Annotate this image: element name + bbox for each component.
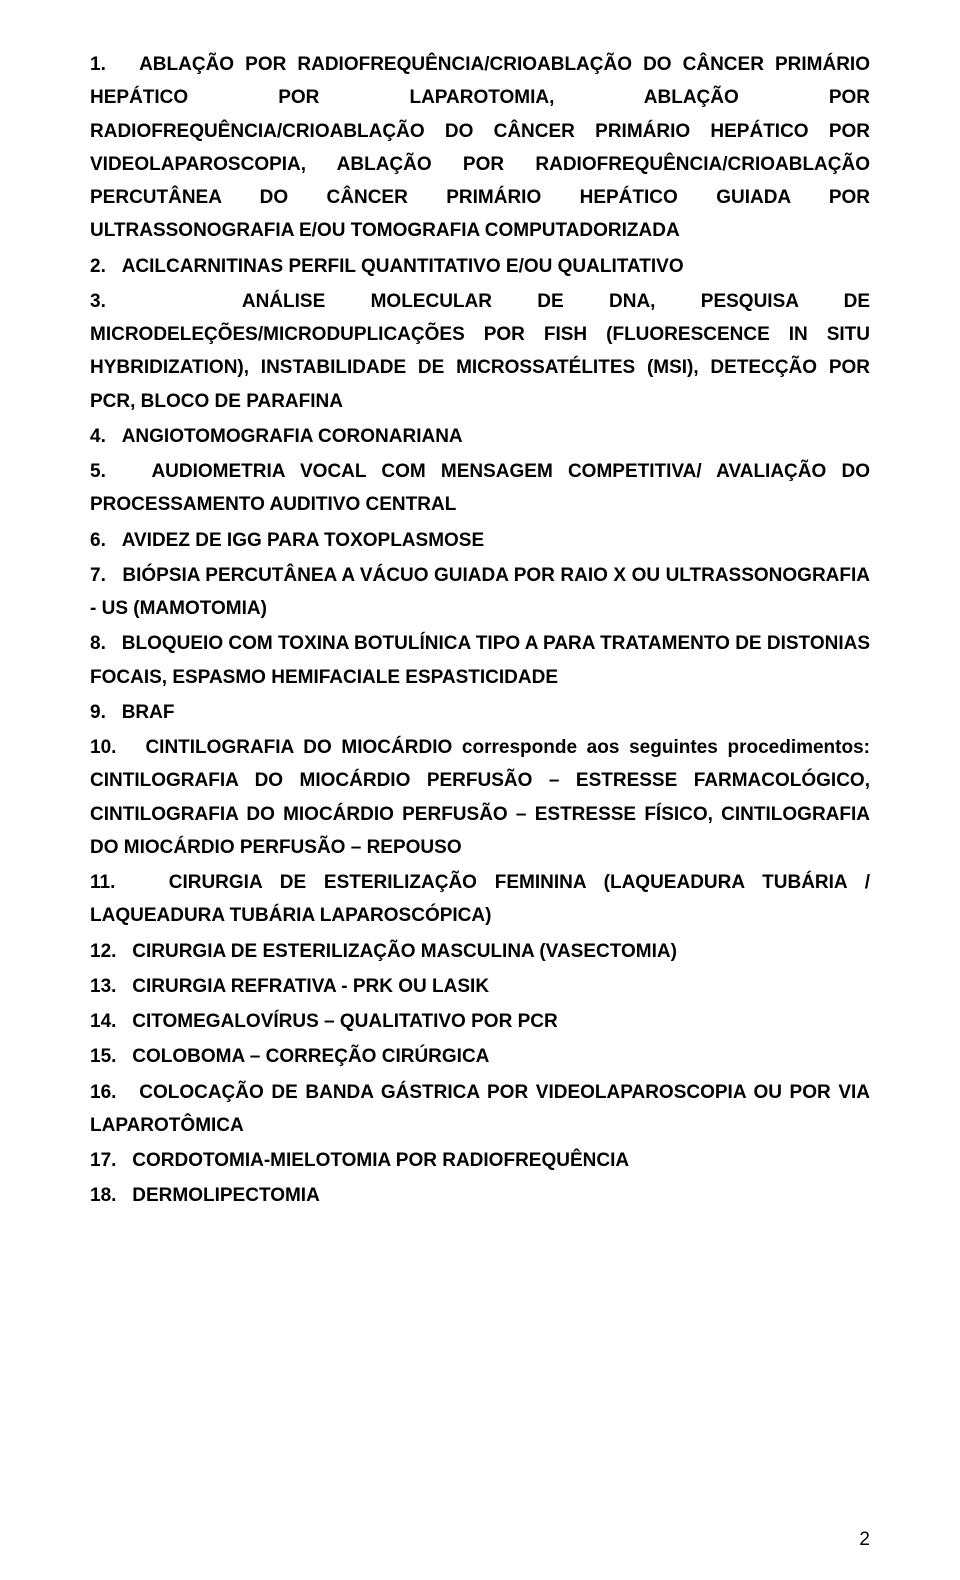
item-number: 3. [90, 291, 106, 312]
procedure-list: 1. ABLAÇÃO POR RADIOFREQUÊNCIA/CRIOABLAÇ… [90, 48, 870, 1213]
item-text: CITOMEGALOVÍRUS – QUALITATIVO POR PCR [132, 1011, 557, 1032]
list-item: 5. AUDIOMETRIA VOCAL COM MENSAGEM COMPET… [90, 455, 870, 522]
list-item: 17. CORDOTOMIA-MIELOTOMIA POR RADIOFREQU… [90, 1144, 870, 1177]
item-number: 8. [90, 633, 106, 654]
item-number: 14. [90, 1011, 116, 1032]
item-text: CINTILOGRAFIA DO MIOCÁRDIO corresponde a… [90, 737, 870, 858]
item-number: 4. [90, 426, 106, 447]
item-number: 10. [90, 737, 116, 758]
page-number: 2 [859, 1523, 870, 1556]
item-number: 13. [90, 976, 116, 997]
list-item: 11. CIRURGIA DE ESTERILIZAÇÃO FEMININA (… [90, 866, 870, 933]
list-item: 3. ANÁLISE MOLECULAR DE DNA, PESQUISA DE… [90, 285, 870, 418]
list-item: 8. BLOQUEIO COM TOXINA BOTULÍNICA TIPO A… [90, 627, 870, 694]
item-number: 17. [90, 1150, 116, 1171]
item-text: ANGIOTOMOGRAFIA CORONARIANA [122, 426, 463, 447]
list-item: 18. DERMOLIPECTOMIA [90, 1179, 870, 1212]
item-number: 7. [90, 565, 106, 586]
item-text: ABLAÇÃO POR RADIOFREQUÊNCIA/CRIOABLAÇÃO … [90, 54, 870, 241]
list-item: 15. COLOBOMA – CORREÇÃO CIRÚRGICA [90, 1040, 870, 1073]
item-number: 6. [90, 530, 106, 551]
item-text: COLOCAÇÃO DE BANDA GÁSTRICA POR VIDEOLAP… [90, 1082, 870, 1136]
list-item: 1. ABLAÇÃO POR RADIOFREQUÊNCIA/CRIOABLAÇ… [90, 48, 870, 248]
list-item: 2. ACILCARNITINAS PERFIL QUANTITATIVO E/… [90, 250, 870, 283]
list-item: 9. BRAF [90, 696, 870, 729]
item-number: 12. [90, 941, 116, 962]
document-page: 1. ABLAÇÃO POR RADIOFREQUÊNCIA/CRIOABLAÇ… [0, 0, 960, 1580]
item-text: ANÁLISE MOLECULAR DE DNA, PESQUISA DE MI… [90, 291, 870, 412]
item-number: 2. [90, 256, 106, 277]
item-text: CIRURGIA DE ESTERILIZAÇÃO FEMININA (LAQU… [90, 872, 870, 926]
item-text: AVIDEZ DE IGG PARA TOXOPLASMOSE [122, 530, 484, 551]
list-item: 16. COLOCAÇÃO DE BANDA GÁSTRICA POR VIDE… [90, 1076, 870, 1143]
item-number: 16. [90, 1082, 116, 1103]
list-item: 7. BIÓPSIA PERCUTÂNEA A VÁCUO GUIADA POR… [90, 559, 870, 626]
list-item: 4. ANGIOTOMOGRAFIA CORONARIANA [90, 420, 870, 453]
item-number: 15. [90, 1046, 116, 1067]
item-text: CIRURGIA REFRATIVA - PRK OU LASIK [132, 976, 489, 997]
list-item: 6. AVIDEZ DE IGG PARA TOXOPLASMOSE [90, 524, 870, 557]
list-item: 14. CITOMEGALOVÍRUS – QUALITATIVO POR PC… [90, 1005, 870, 1038]
item-text: BIÓPSIA PERCUTÂNEA A VÁCUO GUIADA POR RA… [90, 565, 870, 619]
item-number: 5. [90, 461, 106, 482]
list-item: 12. CIRURGIA DE ESTERILIZAÇÃO MASCULINA … [90, 935, 870, 968]
list-item: 10. CINTILOGRAFIA DO MIOCÁRDIO correspon… [90, 731, 870, 864]
item-text: COLOBOMA – CORREÇÃO CIRÚRGICA [132, 1046, 489, 1067]
item-number: 18. [90, 1185, 116, 1206]
list-item: 13. CIRURGIA REFRATIVA - PRK OU LASIK [90, 970, 870, 1003]
item-text: AUDIOMETRIA VOCAL COM MENSAGEM COMPETITI… [90, 461, 870, 515]
item-text: ACILCARNITINAS PERFIL QUANTITATIVO E/OU … [122, 256, 684, 277]
item-text: BLOQUEIO COM TOXINA BOTULÍNICA TIPO A PA… [90, 633, 870, 687]
item-number: 9. [90, 702, 106, 723]
item-text: CIRURGIA DE ESTERILIZAÇÃO MASCULINA (VAS… [132, 941, 677, 962]
item-number: 11. [90, 872, 115, 893]
item-text: DERMOLIPECTOMIA [132, 1185, 320, 1206]
item-text: BRAF [122, 702, 175, 723]
item-text: CORDOTOMIA-MIELOTOMIA POR RADIOFREQUÊNCI… [132, 1150, 629, 1171]
item-number: 1. [90, 54, 106, 75]
